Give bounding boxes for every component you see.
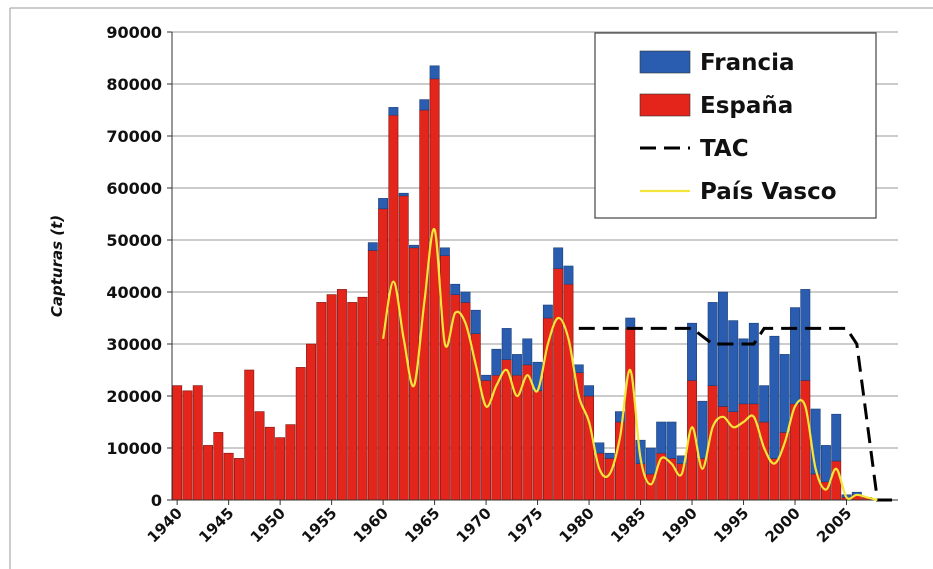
bar-segment bbox=[336, 289, 347, 501]
bar-segment bbox=[820, 445, 831, 483]
y-tick-label: 20000 bbox=[106, 387, 162, 406]
bar-segment bbox=[790, 307, 800, 405]
bar-segment bbox=[522, 364, 533, 501]
bar-segment bbox=[367, 242, 378, 251]
y-tick-label: 80000 bbox=[106, 75, 162, 94]
bar-segment bbox=[378, 198, 389, 210]
legend-label: País Vasco bbox=[700, 179, 837, 205]
bar-segment bbox=[439, 255, 450, 501]
bar-segment bbox=[717, 291, 728, 407]
bar-segment bbox=[182, 390, 193, 501]
bar-segment bbox=[295, 367, 306, 501]
bar-segment bbox=[470, 309, 481, 334]
bar-segment bbox=[223, 452, 234, 501]
bar-segment bbox=[347, 302, 358, 501]
legend-swatch bbox=[639, 93, 691, 117]
bar-segment bbox=[357, 296, 368, 501]
bar-segment bbox=[738, 338, 749, 405]
bar-segment bbox=[306, 343, 316, 501]
bar-segment bbox=[584, 385, 595, 397]
bar-segment bbox=[563, 283, 574, 501]
bar-segment bbox=[759, 385, 770, 423]
y-tick-label: 60000 bbox=[106, 179, 162, 198]
bar-segment bbox=[615, 411, 625, 423]
bar-segment bbox=[687, 322, 697, 381]
bar-segment bbox=[831, 460, 842, 501]
bar-segment bbox=[264, 426, 275, 501]
line-series bbox=[578, 326, 898, 502]
bar-segment bbox=[563, 265, 574, 285]
bar-segment bbox=[676, 455, 687, 464]
bar-segment bbox=[697, 400, 708, 459]
bar-segment bbox=[450, 283, 461, 295]
bar-segment bbox=[419, 99, 430, 111]
legend-label: Francia bbox=[700, 50, 795, 76]
y-tick-label: 40000 bbox=[106, 283, 162, 302]
bar-segment bbox=[707, 302, 718, 386]
bar-segment bbox=[779, 354, 790, 433]
bar-segment bbox=[501, 328, 512, 360]
line-series bbox=[382, 228, 878, 502]
y-tick-label: 10000 bbox=[106, 439, 162, 458]
legend-swatch bbox=[639, 50, 691, 74]
bar-segment bbox=[429, 78, 440, 501]
bar-segment bbox=[625, 328, 636, 501]
bar-segment bbox=[769, 335, 780, 459]
bar-segment bbox=[233, 458, 244, 501]
bar-segment bbox=[460, 291, 471, 303]
bar-segment bbox=[388, 114, 399, 501]
bar-segment bbox=[367, 250, 378, 501]
bar-segment bbox=[192, 385, 203, 501]
legend-label: TAC bbox=[700, 136, 749, 162]
bar-segment bbox=[676, 463, 687, 501]
bar-segment bbox=[542, 304, 553, 319]
bar-segment bbox=[800, 380, 811, 501]
bar-segment bbox=[439, 247, 450, 256]
y-tick-label: 50000 bbox=[106, 231, 162, 250]
bar-segment bbox=[748, 322, 759, 405]
legend-label: España bbox=[700, 93, 793, 119]
bar-segment bbox=[429, 65, 440, 80]
bar-segment bbox=[275, 437, 286, 501]
bar-segment bbox=[522, 338, 533, 366]
bar-segment bbox=[398, 195, 409, 501]
bar-segment bbox=[728, 320, 739, 412]
y-tick-label: 30000 bbox=[106, 335, 162, 354]
bar-segment bbox=[244, 369, 255, 501]
bar-segment bbox=[213, 432, 224, 501]
bar-segment bbox=[203, 445, 213, 501]
y-axis-title: Capturas (t) bbox=[48, 215, 66, 317]
bar-segment bbox=[491, 348, 502, 376]
y-tick-label: 90000 bbox=[106, 23, 162, 42]
bar-segment bbox=[398, 192, 409, 197]
bar-segment bbox=[625, 317, 636, 329]
bar-segment bbox=[553, 247, 564, 269]
bar-segment bbox=[656, 421, 667, 454]
bar-segment bbox=[759, 421, 770, 501]
bar-segment bbox=[378, 208, 389, 501]
bar-segment bbox=[666, 421, 677, 459]
bar-segment bbox=[470, 333, 481, 501]
bar-segment bbox=[604, 452, 615, 459]
y-tick-label: 70000 bbox=[106, 127, 162, 146]
bar-segment bbox=[831, 413, 842, 462]
bar-segment bbox=[316, 302, 327, 501]
bar-segment bbox=[573, 364, 584, 373]
y-tick-label: 0 bbox=[151, 491, 162, 510]
bar-segment bbox=[388, 107, 399, 116]
bar-segment bbox=[553, 268, 564, 501]
bar-segment bbox=[285, 424, 296, 501]
bar-segment bbox=[481, 374, 492, 381]
bar-segment bbox=[532, 390, 543, 501]
bar-segment bbox=[254, 411, 265, 501]
bar-segment bbox=[172, 385, 183, 501]
bar-segment bbox=[512, 354, 522, 376]
bar-segment bbox=[409, 244, 419, 249]
bar-segment bbox=[326, 294, 337, 501]
legend: Francia España TAC País Vasco bbox=[594, 32, 877, 219]
bar-segment bbox=[800, 289, 811, 381]
bar-segment bbox=[645, 447, 656, 475]
